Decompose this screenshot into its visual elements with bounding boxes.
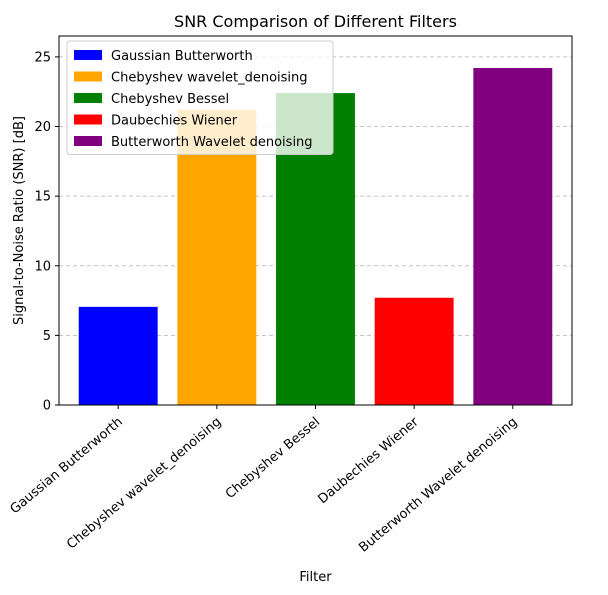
bar-0 [78, 306, 158, 405]
x-tick-label: Chebyshev Bessel [223, 415, 323, 502]
legend-swatch-2 [74, 93, 102, 103]
y-tick-label: 0 [43, 399, 51, 414]
bar-1 [177, 109, 257, 406]
y-tick-label: 15 [34, 190, 51, 205]
bar-4 [473, 68, 553, 405]
x-tick-label: Daubechies Wiener [315, 414, 422, 507]
x-tick-label: Gaussian Butterworth [8, 415, 126, 518]
legend-label-0: Gaussian Butterworth [111, 49, 253, 64]
y-tick-label: 10 [34, 259, 51, 274]
bar-3 [374, 297, 454, 405]
bars [78, 68, 553, 406]
chart-title: SNR Comparison of Different Filters [174, 12, 457, 31]
legend-box [66, 40, 334, 155]
legend-label-2: Chebyshev Bessel [111, 92, 229, 107]
y-axis-label: Signal-to-Noise Ratio (SNR) [dB] [12, 116, 27, 325]
y-tick-label: 5 [43, 329, 51, 344]
legend-swatch-0 [74, 50, 102, 60]
x-axis-label: Filter [299, 570, 332, 585]
legend-swatch-3 [74, 114, 102, 125]
y-tick-label: 25 [34, 50, 51, 65]
legend-label-3: Daubechies Wiener [111, 114, 238, 129]
legend-label-4: Butterworth Wavelet denoising [111, 135, 313, 150]
legend-swatch-4 [74, 136, 102, 146]
y-tick-label: 20 [34, 120, 51, 135]
legend-swatch-1 [74, 71, 102, 82]
legend-label-1: Chebyshev wavelet_denoising [111, 71, 308, 86]
x-tick-label: Chebyshev wavelet_denoising [64, 415, 224, 553]
x-tick-label: Butterworth Wavelet denoising [356, 415, 520, 556]
legend: Gaussian Butterworth Chebyshev wavelet_de… [66, 40, 334, 155]
y-axis-ticks: 0 5 10 15 20 25 [34, 50, 59, 414]
